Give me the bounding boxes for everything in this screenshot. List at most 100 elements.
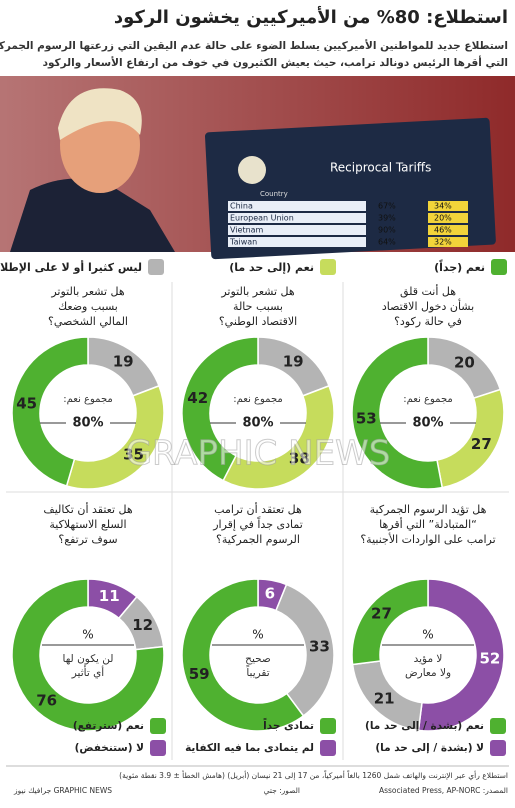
- donut-slice: [417, 578, 505, 732]
- footer-source: المصدر: Associated Press, AP-NORC: [379, 786, 508, 795]
- legend-label: لا (ستنخفض): [75, 742, 144, 754]
- footer-photos: الصور: جتي: [264, 786, 300, 795]
- legend-label: نعم (إلى حد ما): [229, 261, 314, 274]
- slice-label: 35: [123, 446, 144, 464]
- question: بسبب وضعك: [58, 300, 118, 313]
- figure-hair: [58, 88, 142, 140]
- center-label: مجموع نعم:: [63, 394, 113, 405]
- donut-slice: [65, 384, 165, 490]
- board-cell: [428, 237, 468, 247]
- legend-swatch: [491, 259, 507, 275]
- slice-label: 11: [99, 587, 120, 605]
- photo: [0, 76, 515, 260]
- question: السلع الاستهلاكية: [49, 518, 126, 531]
- board-row: [228, 213, 366, 223]
- donut-slice: [351, 336, 444, 490]
- footer-brand: GRAPHIC NEWS جرافيك نيوز: [13, 786, 112, 795]
- question: “المتبادلة” التي أقرها: [379, 517, 477, 531]
- donut-slice: [11, 336, 89, 487]
- slice-label: 12: [132, 616, 153, 634]
- legend-swatch: [490, 718, 506, 734]
- question: هل تشعر بالتوتر: [50, 285, 124, 298]
- question: تمادى جداً في إقرار: [212, 516, 303, 531]
- donut-slice: [181, 578, 305, 732]
- board: [204, 117, 496, 260]
- center-label: مجموع نعم:: [403, 394, 453, 405]
- board-text: European Union: [230, 214, 294, 223]
- board-text: 32%: [434, 238, 452, 247]
- center-unit: %: [422, 628, 433, 642]
- board-text: Taiwan: [229, 238, 257, 247]
- legend-label: لم يتمادى بما فيه الكفاية: [185, 742, 314, 754]
- question: هل تعتقد أن تكاليف: [43, 502, 133, 516]
- subtitle: استطلاع جديد للمواطنين الأميركيين يسلط ا…: [0, 39, 508, 52]
- board-text: 39%: [378, 214, 396, 223]
- legend-swatch: [490, 740, 506, 756]
- question: هل أنت قلق: [400, 284, 456, 299]
- board-row: [228, 225, 366, 235]
- legend-label: نعم (بشدة / إلى حد ما): [365, 720, 484, 732]
- slice-label: 33: [309, 638, 330, 656]
- legend-label: نعم (جداً): [434, 259, 485, 274]
- figure-suit: [10, 178, 175, 252]
- watermark: GRAPHIC NEWS: [126, 434, 391, 474]
- board-text: 46%: [434, 226, 452, 235]
- donut-slice: [11, 578, 165, 732]
- donut-slice: [351, 578, 429, 666]
- subtitle: التي أقرها الرئيس دونالد ترامب، حيث يعيش…: [43, 55, 508, 69]
- slice-label: 76: [36, 692, 57, 710]
- slice-label: 52: [479, 649, 500, 667]
- board-text: 64%: [378, 238, 396, 247]
- legend-label: نعم (سترتفع): [73, 720, 144, 732]
- slice-label: 42: [187, 389, 208, 407]
- legend-swatch: [320, 740, 336, 756]
- center-label: لا مؤيد: [414, 653, 443, 665]
- center-unit: %: [252, 628, 263, 642]
- slice-label: 45: [16, 395, 37, 413]
- title: استطلاع: 80% من الأميركيين يخشون الركود: [114, 6, 508, 28]
- center-label: أي تأثير: [71, 665, 105, 679]
- slice-label: 27: [371, 604, 392, 622]
- center-value: 80%: [412, 416, 443, 431]
- donut-slice: [275, 583, 335, 717]
- legend-label: لا (بشدة / إلى حد ما): [375, 742, 484, 754]
- board-text: 34%: [434, 202, 452, 211]
- center-label: مجموع نعم:: [233, 394, 283, 405]
- center-unit: %: [82, 628, 93, 642]
- board-text: 90%: [378, 226, 396, 235]
- center-label: صحيح: [245, 653, 271, 665]
- board-cell: [428, 201, 468, 211]
- board-text: Vietnam: [230, 226, 264, 235]
- center-label: ولا معارض: [405, 667, 451, 679]
- question: بشأن دخول الاقتصاد: [382, 298, 474, 313]
- slice-label: 19: [113, 352, 134, 370]
- center-value: 80%: [72, 416, 103, 431]
- question: ترامب على الواردات الأجنبية؟: [360, 532, 495, 546]
- slice-label: 6: [265, 585, 275, 603]
- board-row: [228, 201, 366, 211]
- slice-label: 59: [189, 665, 210, 683]
- question: المالي الشخصي؟: [48, 315, 128, 328]
- legend-swatch: [320, 718, 336, 734]
- seal: [238, 156, 266, 184]
- board-text: 67%: [378, 202, 396, 211]
- board-cell: [428, 213, 468, 223]
- question: هل تشعر بالتوتر: [220, 285, 294, 298]
- board-cell: [428, 225, 468, 235]
- question: في حالة ركود؟: [394, 315, 462, 328]
- slice-label: 53: [356, 409, 377, 427]
- donut-slice: [222, 384, 335, 490]
- board-text: 20%: [434, 214, 452, 223]
- question: هل تؤيد الرسوم الجمركية: [370, 503, 487, 516]
- footer-note: استطلاع رأي عبر الإنترنت والهاتف شمل 126…: [119, 769, 508, 780]
- board-header: Country: [260, 190, 288, 198]
- board-text: China: [230, 202, 253, 211]
- question: بسبب حالة: [233, 300, 283, 313]
- question: الاقتصاد الوطني؟: [219, 315, 297, 328]
- slice-label: 38: [289, 450, 310, 468]
- center-value: 80%: [242, 416, 273, 431]
- slice-label: 27: [471, 435, 492, 453]
- question: الرسوم الجمركية؟: [216, 533, 300, 546]
